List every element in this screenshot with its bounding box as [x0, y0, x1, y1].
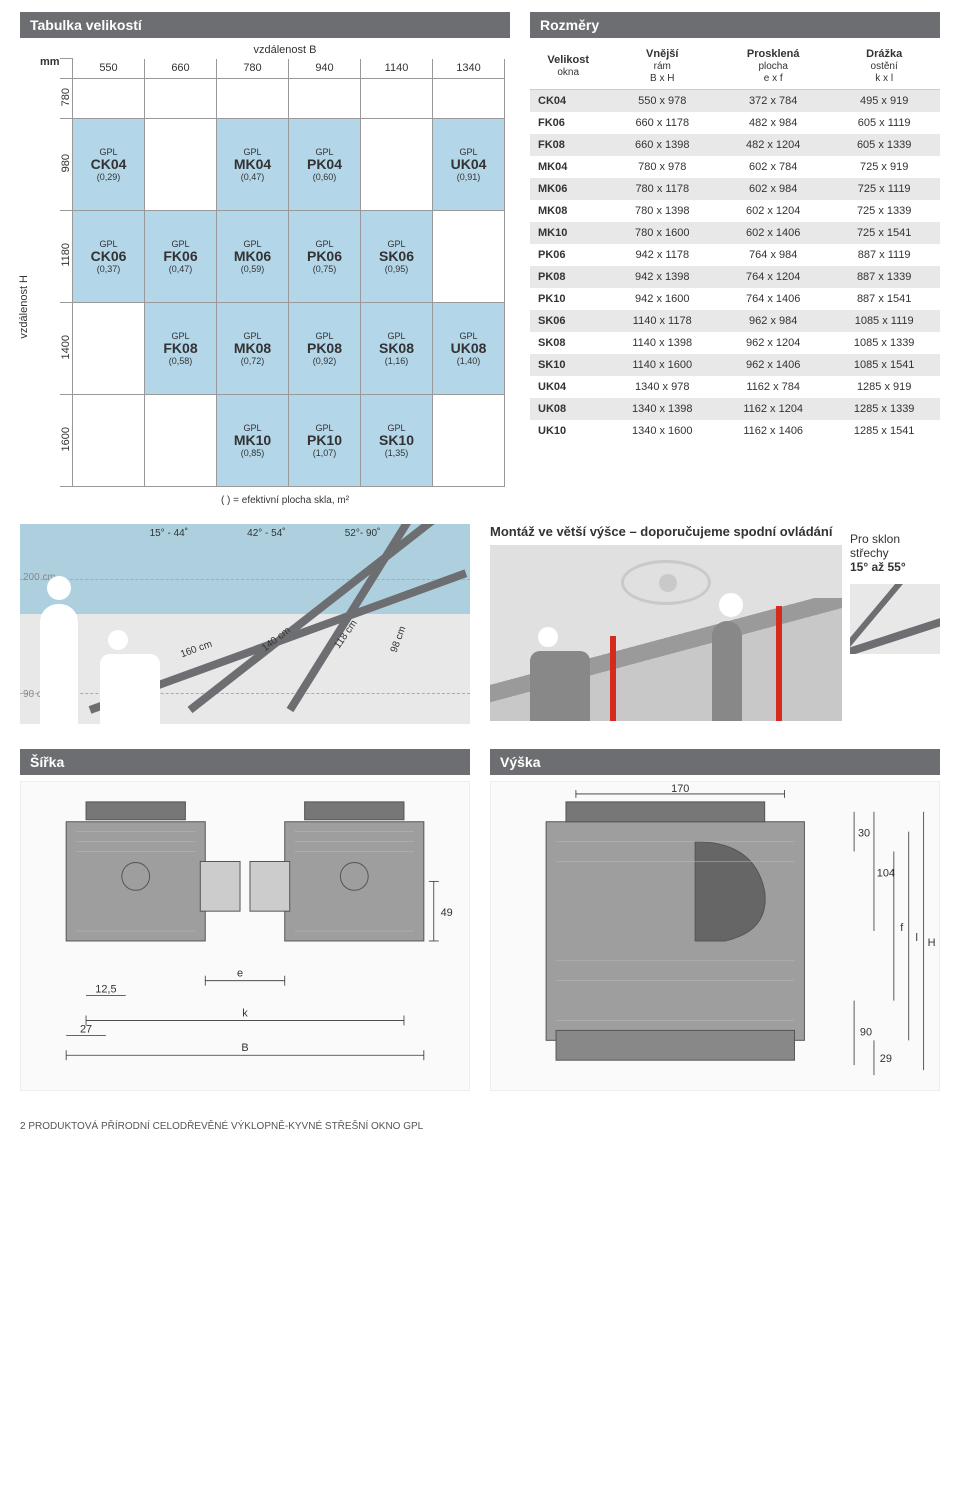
size-footnote: ( ) = efektivní plocha skla, m² — [60, 495, 510, 506]
height-header: Výška — [490, 749, 940, 775]
montage-illustration — [490, 545, 842, 721]
col-head: 1340 — [433, 59, 505, 79]
svg-text:49: 49 — [441, 907, 453, 919]
svg-text:f: f — [900, 922, 904, 934]
col-head: 940 — [289, 59, 361, 79]
dim-row: SK061140 x 1178962 x 9841085 x 1119 — [530, 310, 940, 332]
dim-row: UK041340 x 9781162 x 7841285 x 919 — [530, 376, 940, 398]
axis-top-label: vzdálenost B — [60, 44, 510, 56]
width-header: Šířka — [20, 749, 470, 775]
size-cell-FK08: GPL FK08 (0,58) — [145, 303, 217, 395]
page-footer: 2 PRODUKTOVÁ PŘÍRODNÍ CELODŘEVĚNÉ VÝKLOP… — [20, 1121, 940, 1132]
col-head: 780 — [217, 59, 289, 79]
dim-th: VnějšírámB x H — [606, 44, 718, 90]
size-grid: vzdálenost B mm vzdálenost H 55066078094… — [20, 44, 510, 506]
size-cell-MK04: GPL MK04 (0,47) — [217, 119, 289, 211]
dims-header: Rozměry — [530, 12, 940, 38]
axis-left-label: vzdálenost H — [18, 275, 30, 339]
col-head: 1140 — [361, 59, 433, 79]
angle-2: 42° - 54˚ — [247, 528, 285, 539]
size-cell-MK10: GPL MK10 (0,85) — [217, 395, 289, 487]
size-cell-PK10: GPL PK10 (1,07) — [289, 395, 361, 487]
dim-row: MK10780 x 1600602 x 1406725 x 1541 — [530, 222, 940, 244]
mm-label: mm — [40, 56, 60, 68]
size-cell-CK04: GPL CK04 (0,29) — [73, 119, 145, 211]
dim-th: Velikostokna — [530, 44, 606, 90]
dim-row: FK08660 x 1398482 x 1204605 x 1339 — [530, 134, 940, 156]
installation-height-diagram: 15° - 44˚ 42° - 54˚ 52°- 90˚ 200 cm 90 c… — [20, 524, 470, 724]
svg-text:k: k — [242, 1007, 248, 1019]
dim-row: MK08780 x 1398602 x 1204725 x 1339 — [530, 200, 940, 222]
svg-text:B: B — [241, 1042, 248, 1054]
col-head: 550 — [73, 59, 145, 79]
size-cell-CK06: GPL CK06 (0,37) — [73, 211, 145, 303]
svg-text:27: 27 — [80, 1023, 92, 1035]
slope-info: Pro sklon střechy 15° až 55° — [850, 524, 940, 574]
dim-row: CK04550 x 978372 x 784495 x 919 — [530, 90, 940, 113]
size-cell-SK10: GPL SK10 (1,35) — [361, 395, 433, 487]
size-cell-UK08: GPL UK08 (1,40) — [433, 303, 505, 395]
montage-title: Montáž ve větší výšce – doporučujeme spo… — [490, 524, 842, 539]
size-cell-PK08: GPL PK08 (0,92) — [289, 303, 361, 395]
svg-text:29: 29 — [880, 1053, 892, 1065]
dim-row: PK08942 x 1398764 x 1204887 x 1339 — [530, 266, 940, 288]
size-cell-MK08: GPL MK08 (0,72) — [217, 303, 289, 395]
size-cell-FK06: GPL FK06 (0,47) — [145, 211, 217, 303]
height-cross-section: 170 30 104 f l H 90 29 — [490, 781, 940, 1091]
svg-text:12,5: 12,5 — [95, 984, 116, 996]
size-cell-PK06: GPL PK06 (0,75) — [289, 211, 361, 303]
dim-row: UK101340 x 16001162 x 14061285 x 1541 — [530, 420, 940, 442]
sizes-header: Tabulka velikostí — [20, 12, 510, 38]
col-head: 660 — [145, 59, 217, 79]
size-cell-UK04: GPL UK04 (0,91) — [433, 119, 505, 211]
size-cell-SK06: GPL SK06 (0,95) — [361, 211, 433, 303]
size-cell-MK06: GPL MK06 (0,59) — [217, 211, 289, 303]
dim-row: PK06942 x 1178764 x 984887 x 1119 — [530, 244, 940, 266]
svg-text:90: 90 — [860, 1026, 872, 1038]
svg-text:170: 170 — [671, 783, 689, 795]
svg-text:l: l — [915, 932, 917, 944]
dim-row: MK06780 x 1178602 x 984725 x 1119 — [530, 178, 940, 200]
svg-text:30: 30 — [858, 828, 870, 840]
slope-mini-diagram — [850, 584, 940, 654]
dim-row: SK081140 x 1398962 x 12041085 x 1339 — [530, 332, 940, 354]
svg-text:104: 104 — [877, 867, 895, 879]
svg-text:H: H — [928, 937, 936, 949]
angle-1: 15° - 44˚ — [150, 528, 188, 539]
dim-row: UK081340 x 13981162 x 12041285 x 1339 — [530, 398, 940, 420]
dimensions-table: VelikostoknaVnějšírámB x HProsklenáploch… — [530, 44, 940, 442]
size-cell-PK04: GPL PK04 (0,60) — [289, 119, 361, 211]
svg-text:e: e — [237, 968, 243, 980]
dim-row: SK101140 x 1600962 x 14061085 x 1541 — [530, 354, 940, 376]
width-cross-section: e 12,5 k 27 B 49 — [20, 781, 470, 1091]
dim-row: FK06660 x 1178482 x 984605 x 1119 — [530, 112, 940, 134]
dim-row: PK10942 x 1600764 x 1406887 x 1541 — [530, 288, 940, 310]
dim-th: Prosklenáplochae x f — [718, 44, 828, 90]
angle-3: 52°- 90˚ — [345, 528, 381, 539]
size-cell-SK08: GPL SK08 (1,16) — [361, 303, 433, 395]
dim-row: MK04780 x 978602 x 784725 x 919 — [530, 156, 940, 178]
dim-th: Drážkaostěník x l — [828, 44, 940, 90]
